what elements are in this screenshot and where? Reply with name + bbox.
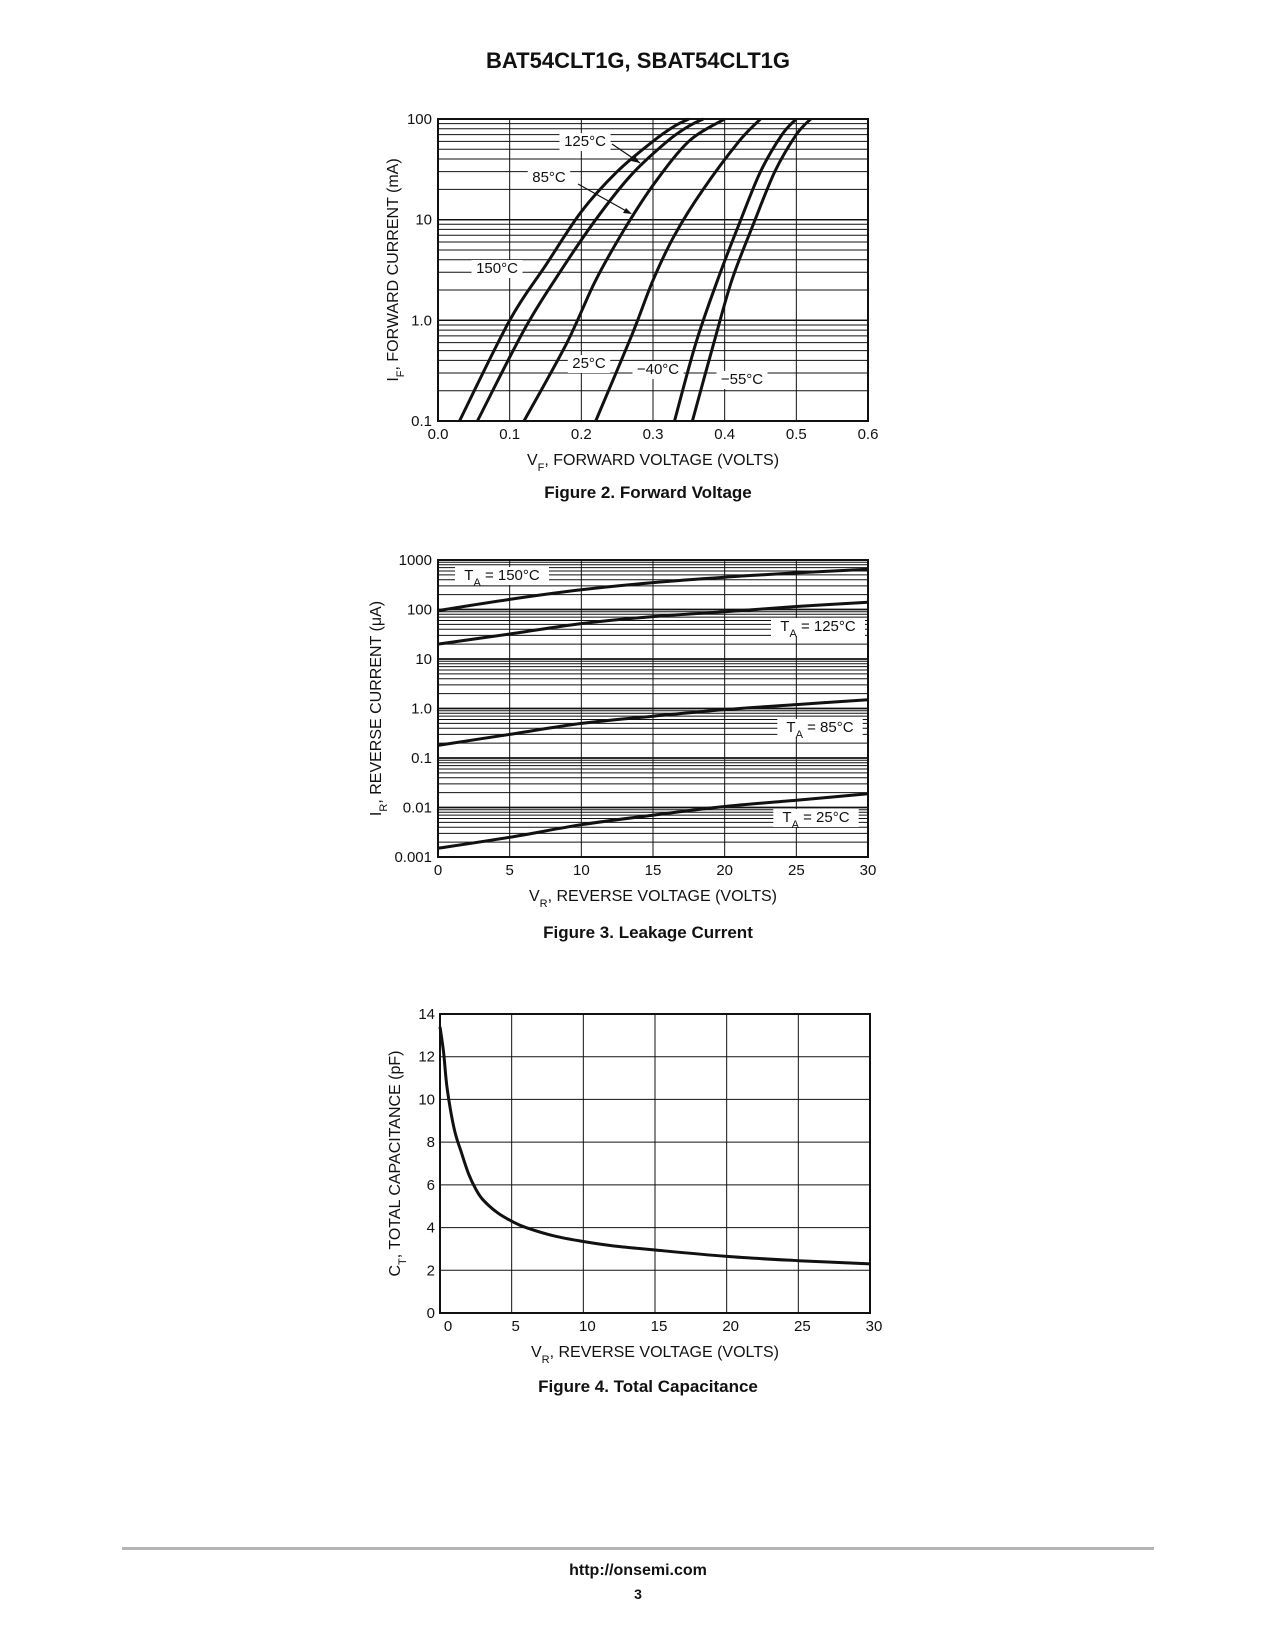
curve-label-1: TA = 125°C [780, 618, 856, 640]
series-line-1 [476, 117, 704, 422]
x-tick-label: 5 [511, 1318, 519, 1335]
y-tick-label: 1.0 [411, 701, 432, 718]
curve-label-2-bg [527, 169, 571, 187]
y-axis-title: IR, REVERSE CURRENT (μA) [368, 601, 390, 816]
page-title: BAT54CLT1G, SBAT54CLT1G [486, 48, 790, 73]
y-tick-label: 14 [418, 1006, 435, 1023]
x-tick-label: 10 [579, 1318, 596, 1335]
forward-voltage-chart: 0.0 0.1 0.2 0.3 0.4 0.5 0.60.11.010100150°C125… [385, 111, 879, 474]
x-axis-title: VF, FORWARD VOLTAGE (VOLTS) [527, 452, 779, 474]
y-axis-title: IF, FORWARD CURRENT (mA) [385, 158, 407, 381]
series-line-3 [437, 792, 869, 850]
series-line-0 [437, 567, 869, 613]
curve-label-4: −40°C [637, 361, 679, 378]
x-tick-label: 15 [645, 862, 662, 879]
curve-label-2-bg [777, 719, 863, 737]
series-line-0 [438, 1026, 871, 1266]
x-tick-label: 0.3 [643, 426, 664, 443]
y-tick-label: 0.1 [411, 413, 432, 430]
series-line-5 [690, 117, 812, 422]
curve-label-3-bg [567, 355, 611, 373]
footer-divider [122, 1547, 1154, 1550]
x-tick-label: 0.0 [428, 426, 449, 443]
curve-label-2: 85°C [532, 169, 566, 186]
figure-4-caption: Figure 4. Total Capacitance [538, 1377, 758, 1396]
y-tick-label: 8 [427, 1134, 435, 1151]
y-tick-label: 1.0 [411, 312, 432, 329]
series-line-2 [522, 117, 726, 422]
series-line-2 [437, 698, 869, 747]
y-tick-label: 0 [427, 1305, 435, 1322]
x-tick-label: 0.5 [786, 426, 807, 443]
curve-label-5: −55°C [721, 371, 763, 388]
plot-frame [437, 559, 869, 858]
y-tick-label: 2 [427, 1262, 435, 1279]
x-tick-label: 0.6 [858, 426, 879, 443]
y-tick-label: 10 [418, 1091, 435, 1108]
x-tick-label: 20 [722, 1318, 739, 1335]
x-tick-label: 0 [444, 1318, 452, 1335]
y-tick-label: 4 [427, 1220, 435, 1237]
y-tick-label: 10 [415, 212, 432, 229]
y-tick-label: 0.1 [411, 750, 432, 767]
curve-label-1-bg [559, 133, 611, 151]
series-line-4 [673, 117, 798, 422]
x-tick-label: 0.2 [571, 426, 592, 443]
page-number: 3 [634, 1586, 642, 1602]
series-line-3 [594, 117, 762, 422]
x-tick-label: 0.1 [499, 426, 520, 443]
y-tick-label: 100 [407, 111, 432, 128]
total-capacitance-chart: 0 2 4 6 8 10 12 14 0 5 10 15 20 25 30 VR, REVERSE VOLTA… [387, 1006, 883, 1366]
curve-label-4-bg [632, 361, 684, 379]
plot-frame [439, 1013, 871, 1314]
y-tick-label: 10 [415, 651, 432, 668]
y-axis-title: CT, TOTAL CAPACITANCE (pF) [387, 1050, 409, 1276]
plot-frame [437, 118, 869, 422]
x-axis-title: VR, REVERSE VOLTAGE (VOLTS) [531, 1344, 779, 1366]
label-arrowhead [623, 208, 632, 214]
x-tick-label: 0 [434, 862, 442, 879]
curve-label-3-bg [773, 809, 859, 827]
y-tick-label: 1000 [399, 552, 432, 569]
curve-label-5-bg [716, 371, 768, 389]
x-tick-label: 10 [573, 862, 590, 879]
x-tick-label: 20 [716, 862, 733, 879]
x-tick-label: 0.4 [714, 426, 735, 443]
y-tick-label: 6 [427, 1177, 435, 1194]
curve-label-0-bg [455, 567, 549, 585]
figure-2-caption: Figure 2. Forward Voltage [544, 483, 752, 502]
curve-label-1-bg [771, 618, 865, 636]
series-line-0 [458, 117, 690, 422]
curve-label-3: 25°C [572, 355, 606, 372]
x-tick-label: 15 [651, 1318, 668, 1335]
curve-label-0: 150°C [476, 260, 518, 277]
y-tick-label: 12 [418, 1049, 435, 1066]
y-tick-label: 100 [407, 602, 432, 619]
x-tick-label: 25 [794, 1318, 811, 1335]
x-axis-title: VR, REVERSE VOLTAGE (VOLTS) [529, 888, 777, 910]
y-tick-label: 0.001 [394, 849, 432, 866]
footer-url: http://onsemi.com [569, 1562, 707, 1579]
label-arrowhead [631, 156, 640, 163]
series-line-1 [437, 600, 869, 646]
x-tick-label: 25 [788, 862, 805, 879]
x-tick-label: 30 [860, 862, 877, 879]
curve-label-1: 125°C [564, 133, 606, 150]
figure-3-caption: Figure 3. Leakage Current [543, 923, 753, 942]
y-tick-label: 0.01 [403, 800, 432, 817]
x-tick-label: 30 [866, 1318, 883, 1335]
x-tick-label: 5 [505, 862, 513, 879]
curve-label-0: TA = 150°C [464, 567, 540, 589]
curve-label-2: TA = 85°C [786, 719, 853, 741]
curve-label-0-bg [471, 260, 523, 278]
leakage-current-chart: 0 5 10 15 20 25 30 0.001 0.01 0.1 1.0 10 100 1000 TA =… [368, 552, 877, 910]
label-leader [577, 183, 629, 213]
curve-label-3: TA = 25°C [782, 809, 849, 831]
